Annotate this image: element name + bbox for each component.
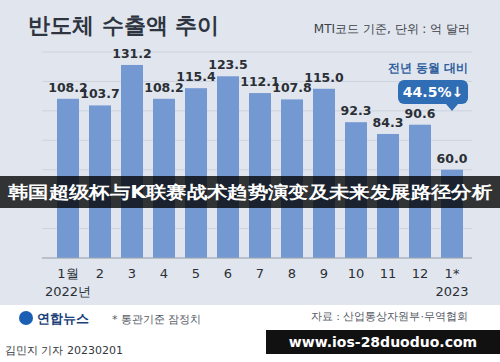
grid-line <box>42 258 472 259</box>
data-label: 84.3 <box>373 115 404 130</box>
watermark-background <box>266 330 500 354</box>
bars <box>57 65 463 258</box>
source: 자료 : 산업통상자원부·무역협회 <box>311 310 468 323</box>
title: 반도체 수출액 추이 <box>28 13 219 38</box>
data-label: 131.2 <box>112 46 152 61</box>
period-label: 2023 <box>435 284 468 299</box>
x-tick-label: 3 <box>128 266 136 281</box>
footer-background <box>0 305 500 362</box>
period-label: 2022년 <box>45 284 91 299</box>
annotation-pointer <box>446 104 458 111</box>
note: * 통관기준 잠정치 <box>112 313 202 326</box>
bar <box>313 89 335 258</box>
x-tick-label: 10 <box>348 266 365 281</box>
data-label: 90.6 <box>405 106 436 121</box>
logo-icon <box>19 311 33 325</box>
x-axis-line <box>42 258 472 259</box>
x-tick-label: 5 <box>192 266 200 281</box>
watermark: www.ios-28duoduo.com <box>289 334 477 350</box>
bar <box>185 88 207 258</box>
x-tick-label: 7 <box>256 266 264 281</box>
annotation-value: 44.5%↓ <box>403 84 463 100</box>
bar <box>121 65 143 258</box>
x-tick-label: 1월 <box>57 266 78 281</box>
data-label: 92.3 <box>341 103 372 118</box>
grid-line <box>42 52 472 53</box>
logo-text: 연합뉴스 <box>37 311 89 326</box>
plot-background <box>0 0 500 305</box>
x-tick-label: 1* <box>445 266 460 281</box>
x-tick-label: 9 <box>320 266 328 281</box>
x-tick-label: 6 <box>224 266 232 281</box>
chart-svg: 반도체 수출액 추이MTI코드 기준, 단위 : 억 달러108.2103.71… <box>0 0 500 362</box>
bar <box>249 93 271 258</box>
annotation-text: 전년 동월 대비 <box>388 61 468 75</box>
data-label: 123.5 <box>208 57 248 72</box>
x-tick-label: 12 <box>412 266 429 281</box>
data-label: 103.7 <box>80 86 120 101</box>
subtitle: MTI코드 기준, 단위 : 억 달러 <box>314 22 470 36</box>
x-tick-label: 2 <box>96 266 104 281</box>
data-label: 60.0 <box>437 151 468 166</box>
banner-background <box>0 176 500 208</box>
x-tick-label: 8 <box>288 266 296 281</box>
x-tick-label: 11 <box>380 266 397 281</box>
bar <box>217 76 239 258</box>
banner-text: 韩国超级杯与K联赛战术趋势演变及未来发展路径分析 <box>7 182 492 202</box>
credit: 김민지 기자 20230201 <box>5 344 123 357</box>
annotation-box <box>398 80 468 104</box>
data-label: 115.0 <box>304 70 344 85</box>
x-tick-label: 4 <box>160 266 168 281</box>
